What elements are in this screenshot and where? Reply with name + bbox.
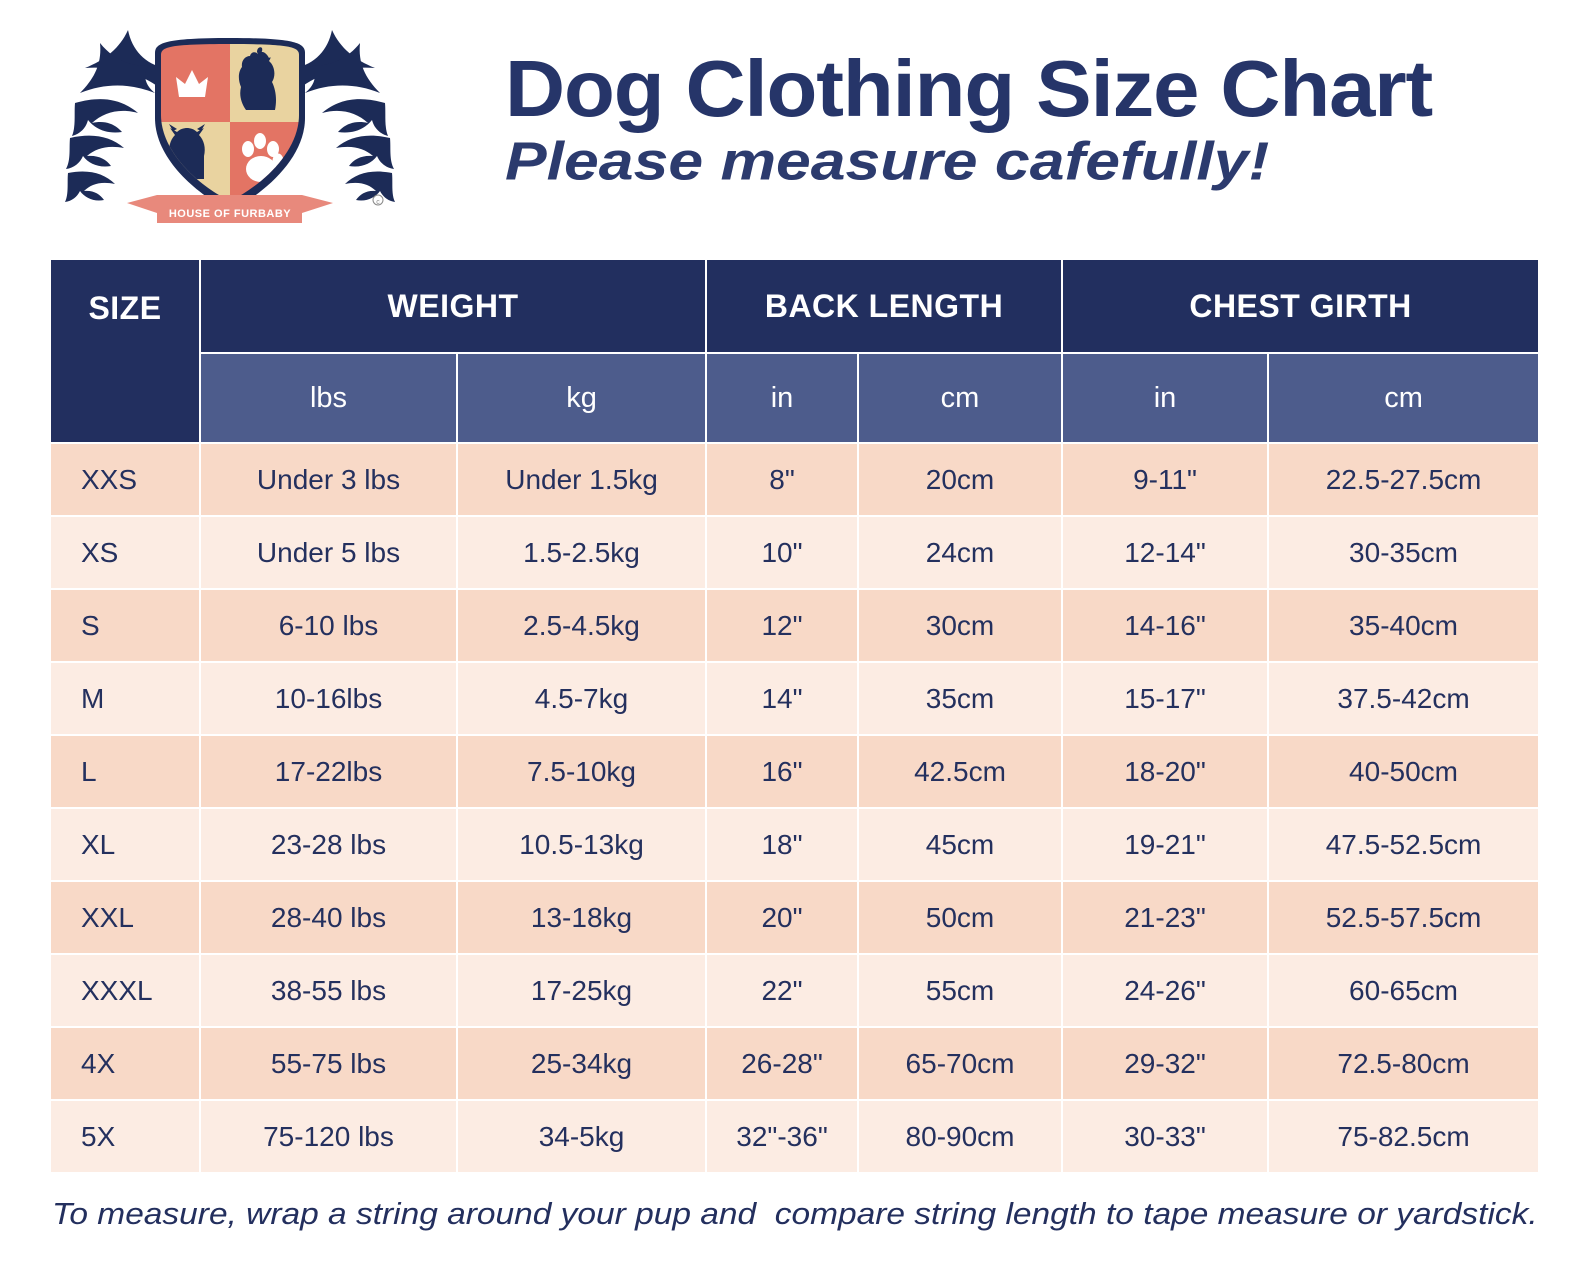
svg-text:c: c bbox=[376, 199, 380, 206]
svg-text:HOUSE OF FURBABY: HOUSE OF FURBABY bbox=[169, 208, 291, 220]
